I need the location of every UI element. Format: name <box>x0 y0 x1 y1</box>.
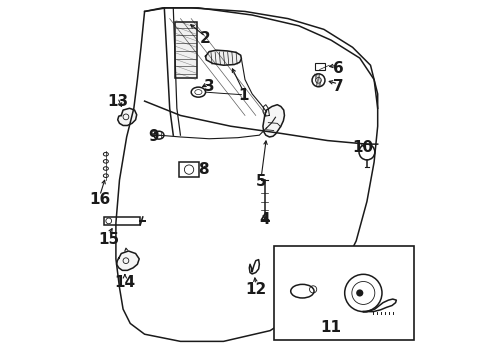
Text: 10: 10 <box>353 140 374 155</box>
Text: 16: 16 <box>89 192 110 207</box>
Text: 13: 13 <box>107 94 128 109</box>
Text: 2: 2 <box>200 31 211 46</box>
Bar <box>175 22 196 78</box>
Text: 5: 5 <box>256 174 267 189</box>
Text: 4: 4 <box>259 212 270 227</box>
Bar <box>274 246 414 339</box>
Text: 7: 7 <box>333 79 343 94</box>
Polygon shape <box>205 50 242 65</box>
Circle shape <box>356 289 364 297</box>
Text: 8: 8 <box>198 162 209 177</box>
Polygon shape <box>118 108 137 126</box>
Text: 6: 6 <box>333 61 343 76</box>
Text: 14: 14 <box>114 275 135 290</box>
Text: 3: 3 <box>204 79 215 94</box>
Polygon shape <box>117 251 139 270</box>
Bar <box>104 217 140 225</box>
Text: 1: 1 <box>238 88 248 103</box>
Text: 15: 15 <box>98 232 119 247</box>
Bar <box>315 63 324 69</box>
Text: 9: 9 <box>148 130 159 144</box>
Text: 12: 12 <box>245 282 267 297</box>
Text: 11: 11 <box>320 320 342 334</box>
Polygon shape <box>263 105 285 137</box>
Bar <box>179 162 199 177</box>
